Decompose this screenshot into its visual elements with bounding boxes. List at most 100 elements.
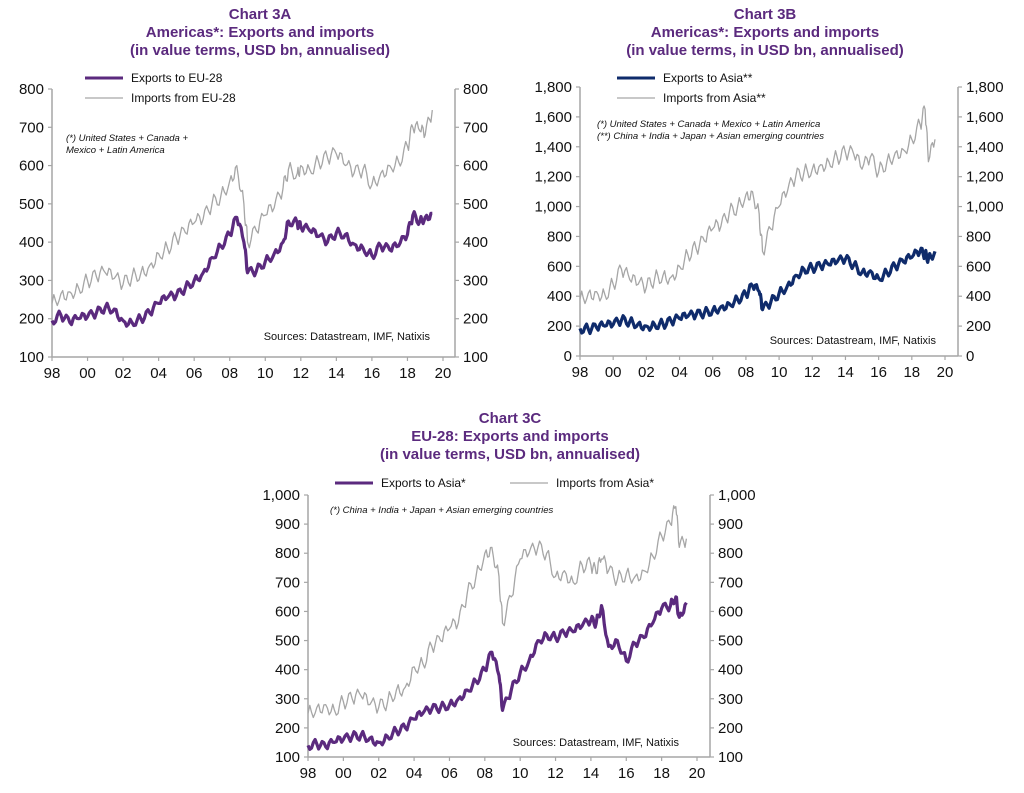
chart-3c-y-tick-label-left: 800 [275, 545, 300, 562]
chart-3a-x-tick-label: 02 [115, 365, 132, 382]
chart-3a-y-tick-label-right: 700 [463, 119, 488, 136]
chart-3b-title: Chart 3B Americas*: Exports and imports … [545, 6, 985, 60]
chart-3c-y-tick-label-left: 300 [275, 691, 300, 708]
chart-3a-y-tick-label-left: 200 [19, 311, 44, 328]
chart-3a-y-tick-label-right: 500 [463, 196, 488, 213]
chart-3a-series-exports-to-eu-28 [50, 210, 433, 328]
chart-3b-x-tick-label: 20 [937, 364, 954, 381]
chart-3b-y-tick-label-left: 0 [564, 348, 572, 365]
chart-3c-y-tick-label-right: 300 [718, 691, 743, 708]
chart-3c-y-tick-label-left: 600 [275, 603, 300, 620]
chart-3a-title-line-3: (in value terms, USD bn, annualised) [129, 42, 391, 59]
chart-3b-y-tick-label-left: 1,000 [534, 199, 572, 216]
chart-3b-title-line-1: Chart 3B [733, 6, 797, 23]
chart-3c-source-note: Sources: Datastream, IMF, Natixis [513, 737, 680, 749]
chart-3c-y-tick-label-left: 500 [275, 633, 300, 650]
chart-3b-x-tick-label: 08 [738, 364, 755, 381]
chart-3c-y-tick-label-right: 800 [718, 545, 743, 562]
chart-3b-source-note: Sources: Datastream, IMF, Natixis [770, 335, 937, 347]
chart-3c-legend-imports-label: Imports from Asia* [556, 476, 654, 490]
chart-3a-y-tick-label-right: 100 [463, 349, 488, 366]
chart-3c-y-tick-label-left: 700 [275, 574, 300, 591]
chart-3a-y-tick-label-left: 400 [19, 234, 44, 251]
chart-3c-x-tick-label: 00 [335, 765, 352, 782]
chart-3b-y-tick-label-right: 600 [966, 258, 991, 275]
chart-3a-x-tick-label: 14 [328, 365, 345, 382]
chart-3b-y-tick-label-right: 1,400 [966, 139, 1004, 156]
chart-3c-title-line-1: Chart 3C [478, 410, 542, 427]
chart-3c-y-tick-label-right: 1,000 [718, 487, 756, 504]
chart-3c-legend-exports-label: Exports to Asia* [381, 476, 466, 490]
chart-3a-y-tick-label-left: 800 [19, 81, 44, 98]
chart-3b-x-tick-label: 00 [605, 364, 622, 381]
chart-3b-x-tick-label: 02 [638, 364, 655, 381]
chart-3a-legend-exports-label: Exports to EU-28 [131, 71, 223, 85]
chart-3b-y-tick-label-right: 800 [966, 228, 991, 245]
chart-3c-y-tick-label-right: 100 [718, 749, 743, 766]
chart-3b-y-tick-label-left: 1,800 [534, 79, 572, 96]
chart-3b-title-line-3: (in value terms, in USD bn, annualised) [626, 42, 904, 59]
chart-3a-y-tick-label-left: 300 [19, 272, 44, 289]
chart-3b-y-tick-label-right: 400 [966, 288, 991, 305]
chart-3a-title-line-1: Chart 3A [228, 6, 292, 23]
chart-3b-y-tick-label-left: 200 [547, 318, 572, 335]
chart-3c-y-tick-label-left: 1,000 [262, 487, 300, 504]
chart-3b-y-tick-label-right: 1,600 [966, 109, 1004, 126]
chart-3c-y-tick-label-left: 400 [275, 662, 300, 679]
chart-3c-y-tick-label-left: 200 [275, 720, 300, 737]
chart-3b-series-exports-to-asia [578, 246, 937, 336]
chart-3a-footnote: Mexico + Latin America [66, 145, 165, 156]
chart-3a-x-tick-label: 10 [257, 365, 274, 382]
chart-3a-y-tick-label-right: 200 [463, 311, 488, 328]
chart-3c-y-tick-label-right: 600 [718, 603, 743, 620]
chart-3a-series-imports-from-eu-28 [51, 110, 433, 307]
chart-3b-y-tick-label-right: 1,800 [966, 79, 1004, 96]
chart-3b-x-tick-label: 16 [870, 364, 887, 381]
chart-3a-x-tick-label: 12 [292, 365, 309, 382]
chart-3c-x-tick-label: 20 [689, 765, 706, 782]
chart-3b-legend-exports-label: Exports to Asia** [663, 71, 753, 85]
chart-3c-y-tick-label-right: 500 [718, 633, 743, 650]
chart-3b-footnote: (**) China + India + Japan + Asian emerg… [597, 131, 824, 142]
chart-3a-y-tick-label-left: 100 [19, 349, 44, 366]
chart-3c-series-exports-to-asia [306, 595, 688, 751]
chart-3c-title: Chart 3C EU-28: Exports and imports (in … [280, 410, 740, 464]
chart-3b-y-tick-label-right: 0 [966, 348, 974, 365]
chart-3c-x-tick-label: 10 [512, 765, 529, 782]
chart-3c-title-line-3: (in value terms, USD bn, annualised) [379, 446, 641, 463]
chart-3c-x-tick-label: 02 [370, 765, 387, 782]
chart-3c-x-tick-label: 06 [441, 765, 458, 782]
chart-3a-y-tick-label-right: 800 [463, 81, 488, 98]
chart-3a-x-tick-label: 18 [399, 365, 416, 382]
chart-3c-footnote: (*) China + India + Japan + Asian emergi… [330, 505, 554, 516]
chart-3b-y-tick-label-left: 600 [547, 258, 572, 275]
chart-3c-x-tick-label: 12 [547, 765, 564, 782]
chart-3a-x-tick-label: 20 [435, 365, 452, 382]
chart-3b-x-tick-label: 12 [804, 364, 821, 381]
chart-3b-footnote: (*) United States + Canada + Mexico + La… [597, 119, 820, 130]
chart-3b-y-tick-label-left: 800 [547, 228, 572, 245]
chart-3c-y-tick-label-left: 100 [275, 749, 300, 766]
chart-3c-x-tick-label: 08 [476, 765, 493, 782]
chart-3c-title-line-2: EU-28: Exports and imports [411, 428, 609, 445]
chart-3b-x-tick-label: 18 [903, 364, 920, 381]
chart-3c-x-tick-label: 04 [406, 765, 423, 782]
chart-3c-x-tick-label: 14 [583, 765, 600, 782]
chart-3a-title-line-2: Americas*: Exports and imports [145, 24, 375, 41]
chart-3b-y-tick-label-left: 400 [547, 288, 572, 305]
chart-3a-y-tick-label-left: 500 [19, 196, 44, 213]
chart-3b-x-tick-label: 98 [572, 364, 589, 381]
chart-3c-y-tick-label-left: 900 [275, 516, 300, 533]
chart-3a-y-tick-label-left: 600 [19, 158, 44, 175]
chart-3b-x-tick-label: 06 [704, 364, 721, 381]
chart-3a-x-tick-label: 04 [150, 365, 167, 382]
chart-3a-y-tick-label-right: 300 [463, 272, 488, 289]
chart-3a-x-tick-label: 98 [44, 365, 61, 382]
chart-3b-x-tick-label: 14 [837, 364, 854, 381]
chart-3b-y-tick-label-left: 1,400 [534, 139, 572, 156]
chart-3c-x-tick-label: 98 [300, 765, 317, 782]
chart-3b-title-line-2: Americas*: Exports and imports [650, 24, 880, 41]
chart-3b-legend-imports-label: Imports from Asia** [663, 91, 766, 105]
chart-3c-x-tick-label: 18 [653, 765, 670, 782]
